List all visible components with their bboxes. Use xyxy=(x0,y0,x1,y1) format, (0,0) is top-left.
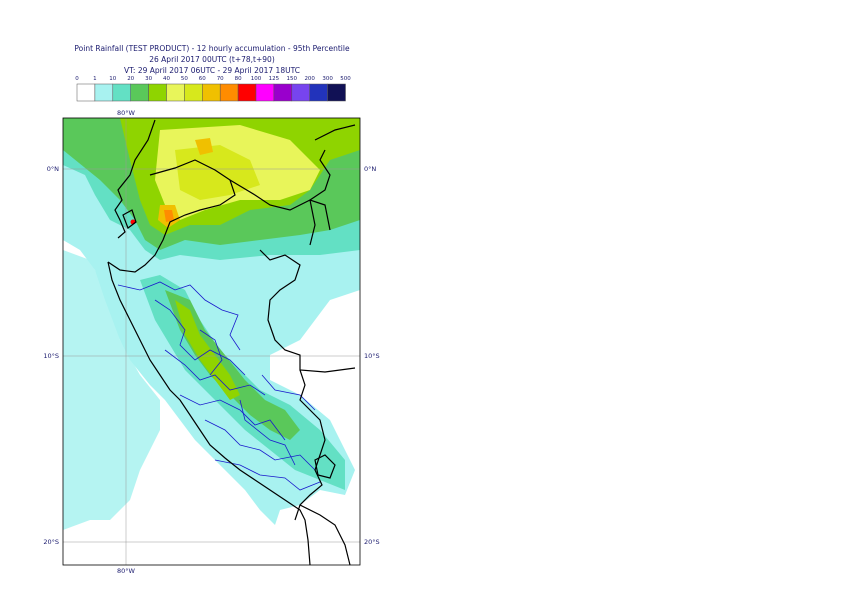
rain-1mm-ocean-patch xyxy=(63,250,160,530)
lon-label-bottom: 80°W xyxy=(117,567,136,575)
map-valid-time: VT: 29 April 2017 06UTC - 29 April 2017 … xyxy=(124,66,300,75)
map-frame xyxy=(62,117,361,566)
country-borders xyxy=(107,119,356,566)
graticule xyxy=(63,118,360,565)
map-run-time: 26 April 2017 00UTC (t+78,t+90) xyxy=(149,55,275,64)
lat-0-right: 0°N xyxy=(364,165,376,173)
region-borders xyxy=(117,281,321,491)
rain-20mm-andes xyxy=(165,290,300,440)
rain-60mm-spot-2 xyxy=(195,138,213,155)
lat-10-left: 10°S xyxy=(43,352,59,360)
lat-20-left: 20°S xyxy=(43,538,59,546)
lat-10-right: 10°S xyxy=(364,352,380,360)
lat-20-right: 20°S xyxy=(364,538,380,546)
map-title: Point Rainfall (TEST PRODUCT) - 12 hourl… xyxy=(74,44,350,53)
rain-30mm-andes xyxy=(175,300,240,400)
lat-0-left: 0°N xyxy=(47,165,59,173)
lon-label-top: 80°W xyxy=(117,109,136,117)
rain-70mm-spot xyxy=(164,210,174,222)
rain-50mm-region xyxy=(175,145,260,200)
